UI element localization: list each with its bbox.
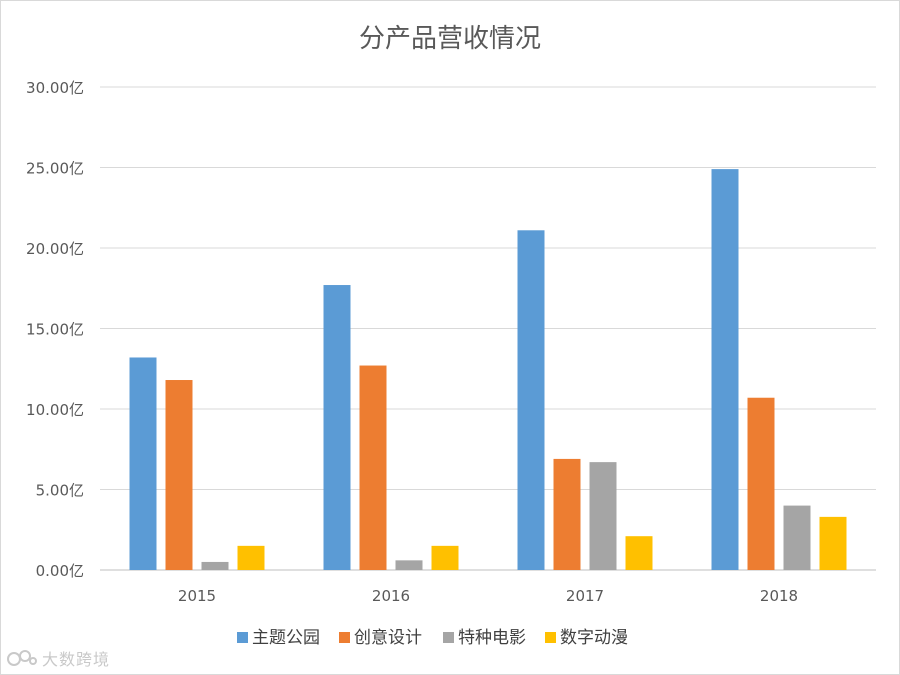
y-tick-label: 15.00亿 xyxy=(26,321,84,339)
watermark-text: 大数跨境 xyxy=(42,650,111,669)
legend-label: 主题公园 xyxy=(252,628,320,648)
bar xyxy=(359,365,387,570)
x-tick-label: 2015 xyxy=(178,587,216,605)
y-tick-label: 25.00亿 xyxy=(26,160,84,178)
bar xyxy=(431,545,459,570)
x-axis: 2015 2016 2017 2018 xyxy=(178,587,798,605)
legend: 主题公园 创意设计 特种电影 数字动漫 xyxy=(237,628,628,648)
legend-swatch xyxy=(443,632,454,643)
legend-swatch xyxy=(237,632,248,643)
bar xyxy=(553,458,581,570)
bar xyxy=(237,545,265,570)
legend-label: 特种电影 xyxy=(458,628,526,648)
y-tick-label: 20.00亿 xyxy=(26,240,84,258)
bar xyxy=(747,397,775,570)
bar xyxy=(201,561,229,570)
legend-swatch xyxy=(339,632,350,643)
bars xyxy=(129,169,847,571)
legend-swatch xyxy=(545,632,556,643)
watermark-logo-icon xyxy=(7,650,37,666)
bar xyxy=(625,536,653,570)
legend-label: 数字动漫 xyxy=(560,628,628,648)
y-axis: 0.00亿 5.00亿 10.00亿 15.00亿 20.00亿 25.00亿 30.00亿 xyxy=(26,79,84,580)
bar xyxy=(323,285,351,570)
bar xyxy=(165,380,193,570)
bar xyxy=(711,169,739,571)
gridlines xyxy=(100,86,876,571)
y-tick-label: 10.00亿 xyxy=(26,401,84,419)
y-tick-label: 30.00亿 xyxy=(26,79,84,97)
bar xyxy=(589,462,617,570)
x-tick-label: 2016 xyxy=(372,587,410,605)
y-tick-label: 0.00亿 xyxy=(36,562,84,580)
chart-title: 分产品营收情况 xyxy=(359,24,541,54)
bar xyxy=(395,560,423,570)
legend-label: 创意设计 xyxy=(354,628,422,648)
bar xyxy=(783,505,811,570)
bar xyxy=(517,230,545,571)
bar xyxy=(129,357,157,570)
y-tick-label: 5.00亿 xyxy=(36,482,84,500)
watermark: 大数跨境 xyxy=(6,646,110,670)
x-tick-label: 2018 xyxy=(760,587,798,605)
x-tick-label: 2017 xyxy=(566,587,604,605)
bar xyxy=(819,516,847,570)
